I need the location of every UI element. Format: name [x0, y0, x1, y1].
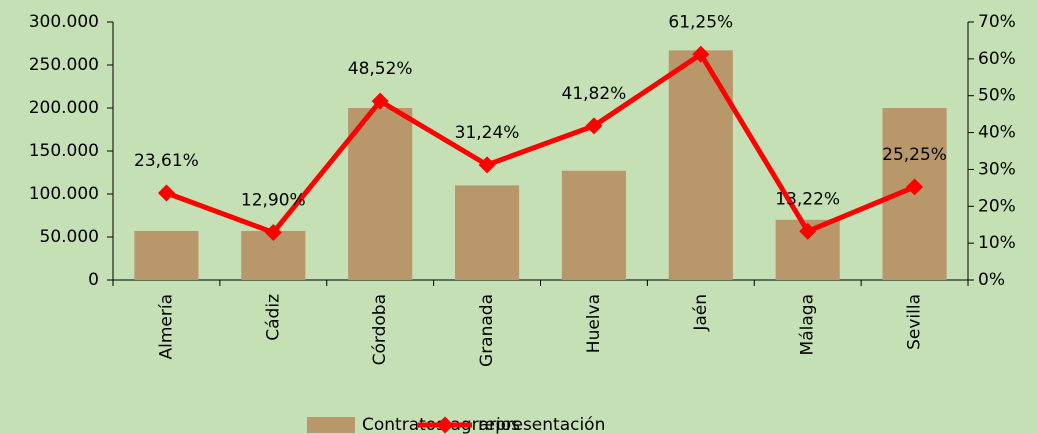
y2-tick-label: 40%	[978, 123, 1016, 143]
marker	[585, 117, 603, 135]
data-label: 12,90%	[241, 190, 306, 210]
y2-tick-label: 30%	[978, 159, 1016, 179]
y-tick-label: 50.000	[40, 227, 99, 247]
x-tick-label: Málaga	[798, 294, 818, 355]
y-tick-label: 250.000	[29, 55, 99, 75]
bar	[561, 170, 626, 280]
marker	[264, 223, 282, 241]
data-label: 41,82%	[562, 84, 627, 104]
x-tick-label: Cádiz	[263, 294, 283, 341]
y2-tick-label: 60%	[978, 49, 1016, 69]
marker	[157, 184, 175, 202]
data-label: 61,25%	[668, 12, 733, 32]
x-tick-label: Huelva	[584, 294, 604, 353]
legend-swatch	[307, 417, 355, 433]
y-tick-label: 300.000	[29, 12, 99, 32]
bar	[134, 230, 199, 280]
y-tick-label: 200.000	[29, 98, 99, 118]
data-label: 31,24%	[455, 123, 520, 143]
bar	[348, 108, 413, 280]
x-tick-label: Granada	[477, 294, 497, 367]
marker	[371, 92, 389, 110]
legend-label: representación	[478, 415, 605, 434]
y2-tick-label: 20%	[978, 196, 1016, 216]
legend-marker	[436, 416, 454, 434]
marker	[906, 178, 924, 196]
y-tick-label: 100.000	[29, 184, 99, 204]
y-tick-label: 0	[88, 270, 99, 290]
data-label: 48,52%	[348, 59, 413, 79]
y2-tick-label: 50%	[978, 86, 1016, 106]
data-label: 25,25%	[882, 145, 947, 165]
marker	[692, 45, 710, 63]
x-tick-label: Almería	[156, 294, 176, 360]
bar	[668, 50, 733, 280]
y2-tick-label: 70%	[978, 12, 1016, 32]
y2-tick-label: 10%	[978, 233, 1016, 253]
line	[165, 50, 916, 236]
x-tick-label: Córdoba	[370, 294, 390, 365]
marker	[799, 222, 817, 240]
data-label: 23,61%	[134, 151, 199, 171]
x-tick-label: Jaén	[691, 294, 711, 332]
y-tick-label: 150.000	[29, 141, 99, 161]
x-tick-label: Sevilla	[905, 294, 925, 350]
data-label: 13,22%	[775, 189, 840, 209]
marker	[478, 156, 496, 174]
bar	[455, 185, 520, 280]
y2-tick-label: 0%	[978, 270, 1005, 290]
